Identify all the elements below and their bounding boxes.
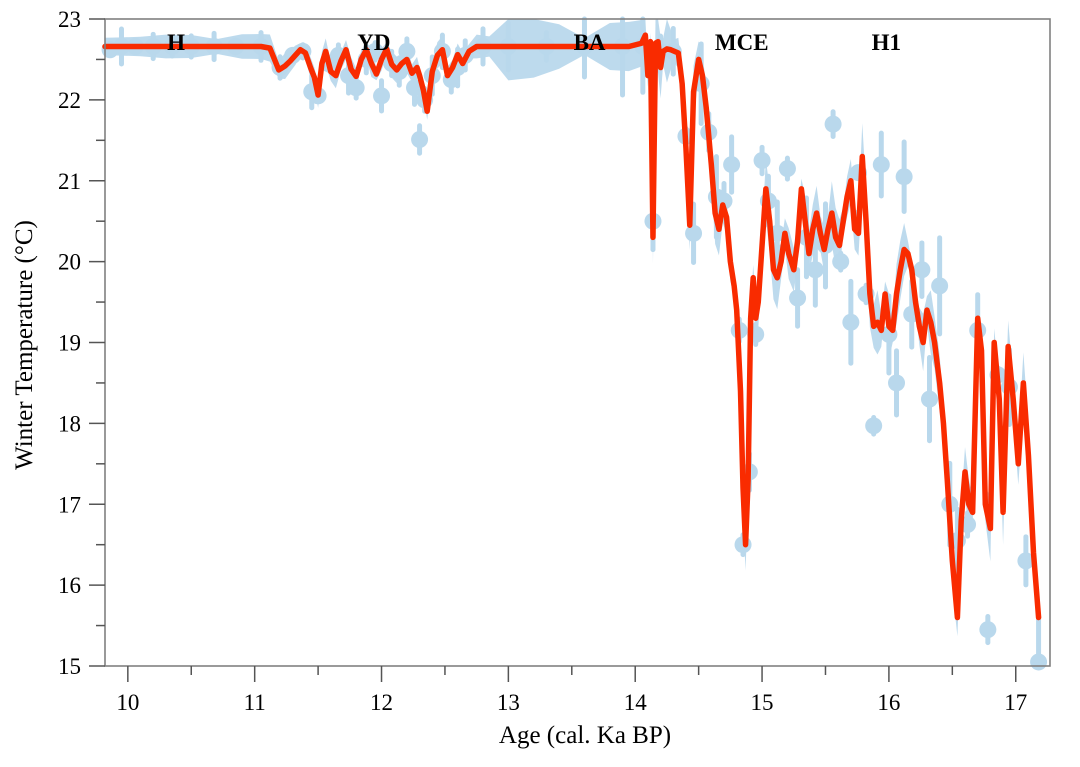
sample-point: [888, 374, 906, 392]
y-tick-label: 22: [58, 88, 81, 113]
sample-point: [411, 131, 429, 149]
sample-point: [895, 168, 913, 186]
event-label-ba: BA: [574, 30, 606, 55]
y-tick-label: 21: [58, 169, 81, 194]
y-tick-label: 19: [58, 331, 81, 356]
plot-background: [105, 19, 1050, 666]
sample-point: [347, 79, 365, 97]
sample-point: [685, 224, 703, 242]
event-label-yd: YD: [357, 30, 390, 55]
x-tick-label: 15: [751, 690, 774, 715]
sample-point: [723, 156, 741, 174]
x-tick-label: 11: [244, 690, 266, 715]
event-label-h: H: [167, 30, 185, 55]
x-tick-label: 13: [497, 690, 520, 715]
sample-point: [913, 261, 931, 279]
y-tick-label: 17: [58, 492, 81, 517]
event-labels: H YD BA MCE H1: [167, 30, 901, 55]
sample-point: [842, 313, 860, 331]
y-tick-label: 18: [58, 411, 81, 436]
sample-point: [920, 390, 938, 408]
x-tick-label: 17: [1004, 690, 1027, 715]
sample-point: [753, 152, 771, 170]
sample-point: [865, 417, 883, 435]
sample-point: [406, 79, 424, 97]
x-tick-label: 14: [624, 690, 648, 715]
y-tick-label: 20: [58, 250, 81, 275]
event-label-mce: MCE: [715, 30, 769, 55]
y-tick-label: 23: [58, 7, 81, 32]
y-axis-title: Winter Temperature (°C): [11, 220, 38, 470]
x-axis-title: Age (cal. Ka BP): [499, 722, 671, 749]
sample-point: [398, 42, 416, 60]
plot-area: [105, 19, 1050, 666]
x-tick-label: 12: [370, 690, 393, 715]
sample-point: [1030, 653, 1048, 671]
sample-point: [979, 621, 997, 639]
sample-point: [789, 289, 807, 307]
sample-point: [806, 261, 824, 279]
y-tick-label: 15: [58, 654, 81, 679]
event-label-h1: H1: [872, 30, 901, 55]
axis-tick-labels: 10 11 12 13 14 15 16 17 15 16 17 18 19 20 21 22 23: [58, 7, 1027, 715]
sample-point: [778, 160, 796, 178]
sample-point: [715, 192, 733, 210]
sample-point: [872, 156, 890, 174]
axis-ticks: [89, 18, 1017, 682]
x-tick-label: 16: [877, 690, 900, 715]
sample-point: [931, 277, 949, 295]
temperature-line: [102, 32, 1042, 621]
sample-point: [1017, 552, 1035, 570]
y-tick-label: 16: [58, 573, 81, 598]
sample-point: [373, 87, 391, 105]
sample-point: [832, 253, 850, 271]
x-tick-label: 10: [116, 690, 139, 715]
winter-temperature-series: [102, 32, 1042, 621]
sample-point: [824, 115, 842, 133]
